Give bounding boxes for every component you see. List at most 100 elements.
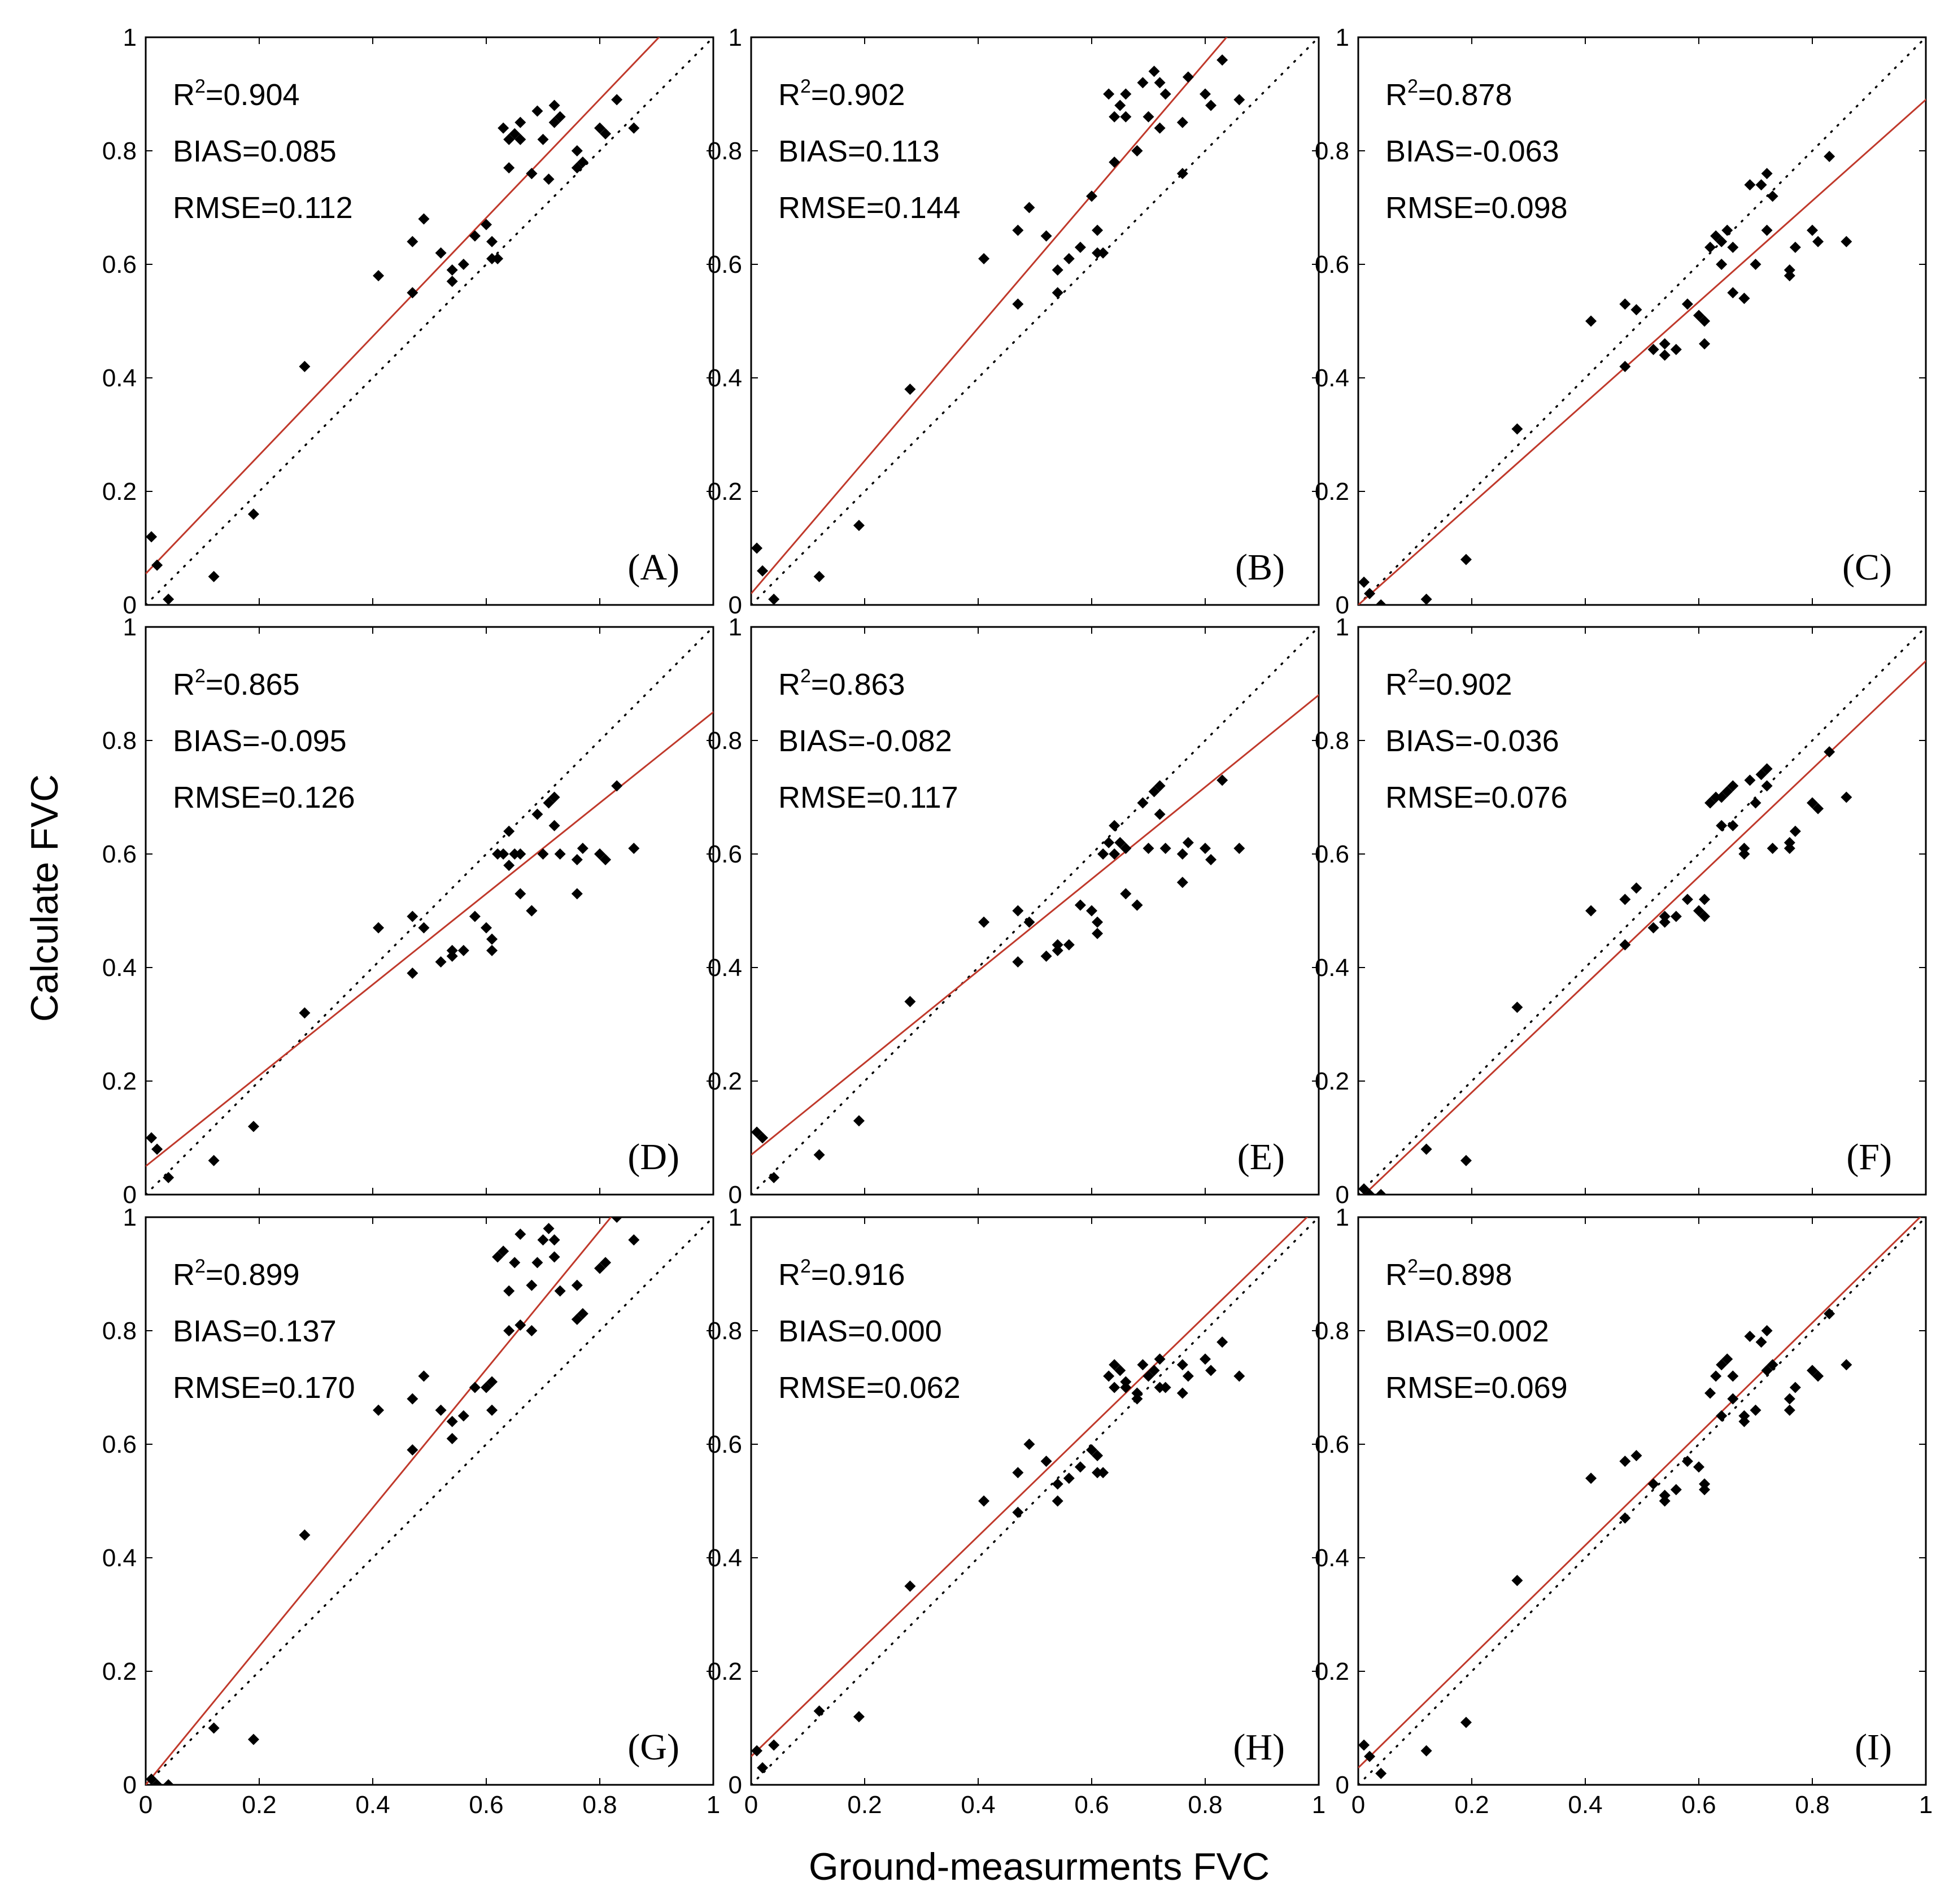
data-point xyxy=(514,848,526,860)
data-point xyxy=(1358,1183,1370,1195)
regression-line xyxy=(751,1217,1309,1757)
data-point xyxy=(1074,899,1086,911)
x-tick-label: 0.6 xyxy=(1074,1791,1109,1819)
data-point xyxy=(537,133,549,145)
r2-value: =0.904 xyxy=(206,78,300,112)
r2-superscript: 2 xyxy=(195,665,206,687)
data-point xyxy=(1086,190,1097,202)
data-point xyxy=(978,916,990,928)
data-point xyxy=(1023,916,1035,928)
r2-superscript: 2 xyxy=(800,76,811,97)
data-point xyxy=(163,1171,175,1183)
r2-value: =0.902 xyxy=(1418,668,1512,702)
data-point xyxy=(1710,791,1722,803)
data-point xyxy=(1205,99,1217,111)
data-point xyxy=(1375,1767,1387,1779)
data-point xyxy=(1699,338,1711,350)
data-point xyxy=(548,99,560,111)
data-point xyxy=(1092,247,1104,259)
data-point xyxy=(611,94,623,106)
plot-frame xyxy=(145,36,714,606)
plot-area xyxy=(751,37,1319,605)
data-point xyxy=(1784,1393,1795,1405)
data-point xyxy=(757,565,769,577)
data-point xyxy=(509,1257,521,1269)
plot-frame xyxy=(750,626,1320,1196)
data-point xyxy=(486,1376,498,1388)
data-point xyxy=(146,1132,158,1144)
data-point xyxy=(548,791,560,803)
data-point xyxy=(1789,241,1801,253)
r2-superscript: 2 xyxy=(800,665,811,687)
data-point xyxy=(537,848,549,860)
data-point xyxy=(1120,1382,1132,1393)
data-point xyxy=(1460,554,1472,565)
data-point xyxy=(531,105,543,117)
data-point xyxy=(1052,939,1063,951)
data-point xyxy=(1761,1325,1773,1336)
data-point xyxy=(247,1121,259,1132)
y-tick-label: 0 xyxy=(1336,1181,1349,1209)
data-point xyxy=(768,593,780,605)
data-point xyxy=(163,1779,175,1785)
data-point xyxy=(548,820,560,831)
y-tick-label: 0.6 xyxy=(1315,840,1349,868)
data-point xyxy=(757,1132,769,1144)
data-point xyxy=(904,384,916,395)
plot-area xyxy=(146,37,713,605)
x-tick-label: 0.8 xyxy=(1795,1791,1829,1819)
data-point xyxy=(435,247,447,259)
x-tick-label: 0.4 xyxy=(1568,1791,1602,1819)
data-point xyxy=(247,1733,259,1745)
data-point xyxy=(1727,820,1739,831)
data-point xyxy=(486,236,498,247)
y-tick-label: 0.6 xyxy=(1315,1431,1349,1458)
y-tick-label: 0.4 xyxy=(102,364,137,392)
data-point xyxy=(1063,1472,1075,1484)
data-point xyxy=(751,1745,763,1757)
x-tick-label: 0.4 xyxy=(961,1791,995,1819)
y-tick-label: 0.2 xyxy=(708,478,742,506)
bias-stat: BIAS=-0.095 xyxy=(173,724,347,758)
data-point xyxy=(1364,1189,1376,1195)
data-point xyxy=(1727,780,1739,792)
data-point xyxy=(1744,1331,1756,1343)
data-point xyxy=(208,1154,220,1166)
data-point xyxy=(611,780,623,792)
bias-stat: BIAS=0.002 xyxy=(1385,1314,1549,1348)
data-point xyxy=(1364,1750,1376,1762)
data-point xyxy=(498,122,509,134)
data-point xyxy=(1761,763,1773,775)
one-to-one-line xyxy=(146,627,713,1195)
data-point xyxy=(904,1580,916,1592)
data-point xyxy=(1738,1415,1750,1427)
data-point xyxy=(1511,423,1523,435)
data-point xyxy=(526,168,538,180)
panels-layer: 00.20.40.60.81R2=0.904BIAS=0.085RMSE=0.1… xyxy=(102,24,1933,1819)
data-point xyxy=(1114,99,1126,111)
plot-area xyxy=(1358,1217,1926,1785)
r2-prefix: R xyxy=(173,78,195,112)
regression-line xyxy=(1358,1217,1921,1768)
y-tick-label: 0.6 xyxy=(102,251,137,278)
data-point xyxy=(486,944,498,956)
r2-superscript: 2 xyxy=(800,1256,811,1277)
data-point xyxy=(1699,1484,1711,1496)
data-point xyxy=(514,116,526,128)
data-point xyxy=(1511,1001,1523,1013)
data-point xyxy=(628,1234,640,1246)
rmse-stat: RMSE=0.112 xyxy=(173,191,353,225)
data-point xyxy=(1148,1365,1160,1376)
data-point xyxy=(1716,1359,1728,1371)
data-point xyxy=(1012,1506,1024,1518)
data-point xyxy=(299,360,311,372)
data-point xyxy=(151,559,163,571)
data-point xyxy=(514,133,526,145)
data-point xyxy=(247,508,259,520)
data-point xyxy=(611,1217,623,1223)
x-tick-label: 0.6 xyxy=(469,1791,503,1819)
r2-stat: R2=0.902 xyxy=(778,76,905,112)
data-point xyxy=(1784,264,1795,276)
data-point xyxy=(1137,77,1149,89)
